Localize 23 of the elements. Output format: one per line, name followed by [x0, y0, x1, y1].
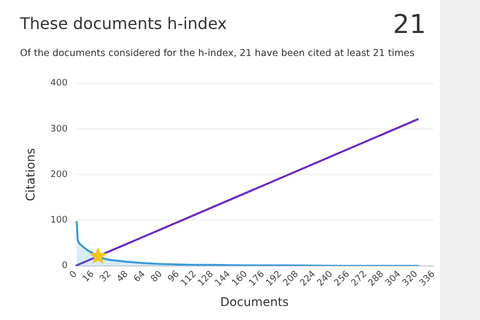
x-tick-label: 64 — [132, 269, 148, 285]
x-tick-label: 96 — [166, 269, 182, 285]
x-tick-label: 112 — [179, 269, 199, 289]
x-tick-label: 160 — [230, 269, 250, 289]
y-axis-title: Citations — [23, 148, 38, 202]
x-axis-title: Documents — [220, 294, 289, 309]
y-tick-label: 100 — [50, 216, 68, 226]
text: 21 — [392, 10, 426, 40]
x-tick-label: 48 — [115, 269, 131, 285]
chart-title: These documents h-index — [20, 14, 227, 33]
x-tick-label: 192 — [264, 269, 284, 289]
y-tick-label: 0 — [62, 261, 68, 272]
chart-subtitle: Of the documents considered for the h-index, 21 have been cited at least 21 times — [20, 48, 414, 59]
x-tick-label: 0 — [68, 269, 80, 280]
y-tick-label: 400 — [50, 78, 68, 89]
y-tick-label: 300 — [50, 124, 68, 134]
x-tick-label: 16 — [81, 269, 97, 285]
y-tick-label: 200 — [50, 170, 68, 180]
x-tick-label: 240 — [316, 269, 336, 289]
x-tick-label: 32 — [98, 269, 114, 285]
x-tick-label: 80 — [149, 269, 165, 285]
x-tick-label: 272 — [350, 269, 369, 289]
x-tick-label: 320 — [400, 269, 420, 289]
